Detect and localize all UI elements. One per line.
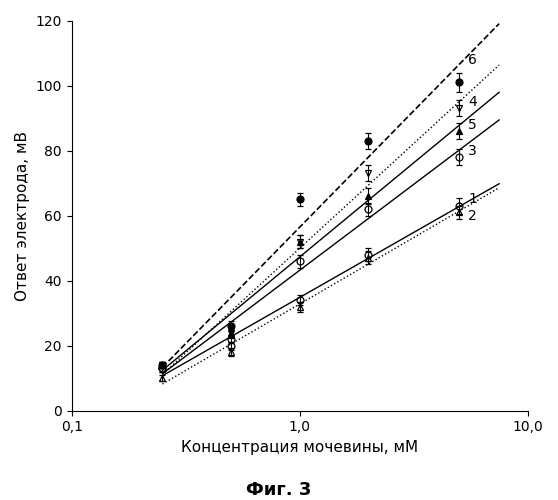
Text: 4: 4 xyxy=(468,95,477,109)
Text: Фиг. 3: Фиг. 3 xyxy=(246,481,312,499)
Text: 6: 6 xyxy=(468,52,477,66)
Text: 2: 2 xyxy=(468,208,477,222)
Text: 1: 1 xyxy=(468,192,477,206)
X-axis label: Концентрация мочевины, мМ: Концентрация мочевины, мМ xyxy=(181,440,418,455)
Text: 5: 5 xyxy=(468,118,477,132)
Text: 3: 3 xyxy=(468,144,477,158)
Y-axis label: Ответ электрода, мВ: Ответ электрода, мВ xyxy=(15,130,30,300)
